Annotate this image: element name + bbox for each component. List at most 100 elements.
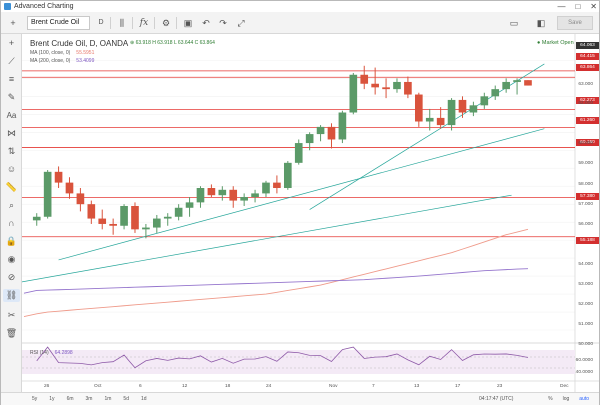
range-1m[interactable]: 1m <box>104 396 112 402</box>
emoji-icon[interactable]: ☺ <box>6 164 17 174</box>
price-axis-label: 54.000 <box>578 262 593 267</box>
candle-body <box>371 83 379 88</box>
horizontal-levels <box>22 70 575 238</box>
price-axis-label: 56.000 <box>578 222 593 227</box>
candle <box>185 196 194 217</box>
prediction-icon[interactable]: ⇅ <box>7 146 16 156</box>
candle-body <box>382 87 390 90</box>
candle <box>98 209 107 230</box>
add-icon[interactable]: + <box>10 18 16 28</box>
hide-icon[interactable]: ⊘ <box>7 272 16 282</box>
chart-type-icon[interactable]: ⫼ <box>119 18 125 28</box>
candle <box>131 202 139 233</box>
symbol-search-input[interactable]: Brent Crude Oil <box>27 16 90 30</box>
title-bar: Advanced Charting — □ ✕ <box>1 1 599 12</box>
price-label: 62.273 <box>576 97 599 104</box>
pattern-icon[interactable]: ⋈ <box>7 128 16 138</box>
toolbar-divider <box>110 17 111 29</box>
candle <box>65 177 74 199</box>
range-1d[interactable]: 1d <box>140 396 147 402</box>
price-axis-label: 51.000 <box>578 322 593 327</box>
indicators-icon[interactable]: fx <box>139 18 149 28</box>
range-selector: 5y 1y 6m 3m 1m 5d 1d <box>32 393 147 405</box>
candle-body <box>196 188 205 203</box>
candle <box>142 223 150 239</box>
trend-line-icon[interactable]: ⟋ <box>8 56 15 66</box>
date-label: 17 <box>455 384 461 389</box>
magnet-icon[interactable]: ∩ <box>8 218 15 228</box>
candle-body <box>349 74 358 113</box>
range-5d[interactable]: 5d <box>123 396 129 402</box>
ruler-icon[interactable]: 📏 <box>5 182 18 192</box>
range-6m[interactable]: 6m <box>66 396 74 402</box>
text-icon[interactable]: Aa <box>6 111 17 120</box>
undo-icon[interactable]: ↶ <box>202 18 210 28</box>
maximize-button[interactable]: □ <box>575 2 581 11</box>
rsi-pane <box>22 346 575 374</box>
save-button[interactable]: Save <box>557 16 593 30</box>
candle-body <box>65 182 74 194</box>
settings-icon[interactable]: ⚙ <box>161 18 171 28</box>
link-icon[interactable]: ⛓ <box>3 289 20 302</box>
ma-200-legend[interactable]: MA (200, close, 0) 53.4099 <box>30 58 95 64</box>
chart-area[interactable]: Brent Crude Oil, D, OANDA ⊕ 63.918 H 63.… <box>3 34 599 392</box>
candle-body <box>87 204 96 219</box>
pitchfork-icon[interactable]: ≡ <box>8 74 15 84</box>
remove-icon[interactable]: ✂ <box>7 310 16 320</box>
scale-options: % log auto <box>548 393 589 405</box>
candle-body <box>425 117 434 122</box>
candle <box>327 123 336 149</box>
candle-body <box>163 216 172 219</box>
price-axis-label: 52.000 <box>578 302 593 307</box>
candle-body <box>294 143 303 163</box>
candle <box>196 186 205 208</box>
range-5y[interactable]: 5y <box>32 396 38 402</box>
candle-body <box>360 74 369 84</box>
candle <box>491 85 500 100</box>
utc-clock: 04:17:47 (UTC) <box>479 396 514 402</box>
price-label: 63.864 <box>576 64 599 71</box>
visibility-icon[interactable]: ◉ <box>7 254 16 264</box>
price-label: 64.415 <box>576 53 599 60</box>
rsi-legend[interactable]: RSI (14) 64.2898 <box>30 350 73 356</box>
range-1y[interactable]: 1y <box>49 396 55 402</box>
percent-toggle[interactable]: % <box>548 396 553 402</box>
candle-body <box>174 207 183 217</box>
fullscreen-icon[interactable]: ⤢ <box>237 18 245 28</box>
redo-icon[interactable]: ↷ <box>219 18 227 28</box>
interval-button[interactable]: D <box>98 19 104 26</box>
minimize-button[interactable]: — <box>557 2 566 11</box>
candle-body <box>305 134 314 144</box>
ma-100-legend[interactable]: MA (100, close, 0) 55.5951 <box>30 50 95 56</box>
candle <box>393 78 401 93</box>
layout-icon[interactable]: ▭ <box>509 18 519 28</box>
trash-icon[interactable]: 🗑 <box>5 328 18 338</box>
candle-body <box>152 218 161 228</box>
theme-icon[interactable]: ◧ <box>536 18 546 28</box>
price-label: 55.188 <box>576 237 599 244</box>
candle <box>251 189 259 203</box>
lock-icon[interactable]: 🔒 <box>5 236 18 246</box>
chart-grid <box>22 34 599 392</box>
date-label: 7 <box>372 384 375 389</box>
log-toggle[interactable]: log <box>562 396 570 402</box>
date-label: 18 <box>225 384 231 389</box>
moving-averages <box>23 228 529 317</box>
auto-toggle[interactable]: auto <box>579 396 589 402</box>
candle-body <box>436 117 445 126</box>
price-chart[interactable] <box>3 34 599 392</box>
close-button[interactable]: ✕ <box>590 2 597 11</box>
zoom-icon[interactable]: ⌕ <box>8 200 15 210</box>
crosshair-icon[interactable]: + <box>8 38 15 48</box>
candle <box>371 67 379 95</box>
camera-icon[interactable]: ▣ <box>183 18 193 28</box>
candle <box>414 92 423 127</box>
range-3m[interactable]: 3m <box>85 396 93 402</box>
candle <box>54 166 63 189</box>
candle <box>447 98 456 131</box>
brush-icon[interactable]: ✎ <box>7 92 16 102</box>
date-label: 13 <box>414 384 420 389</box>
rsi-axis-label: 40.0000 <box>575 370 593 375</box>
date-label: Dec <box>560 384 569 389</box>
